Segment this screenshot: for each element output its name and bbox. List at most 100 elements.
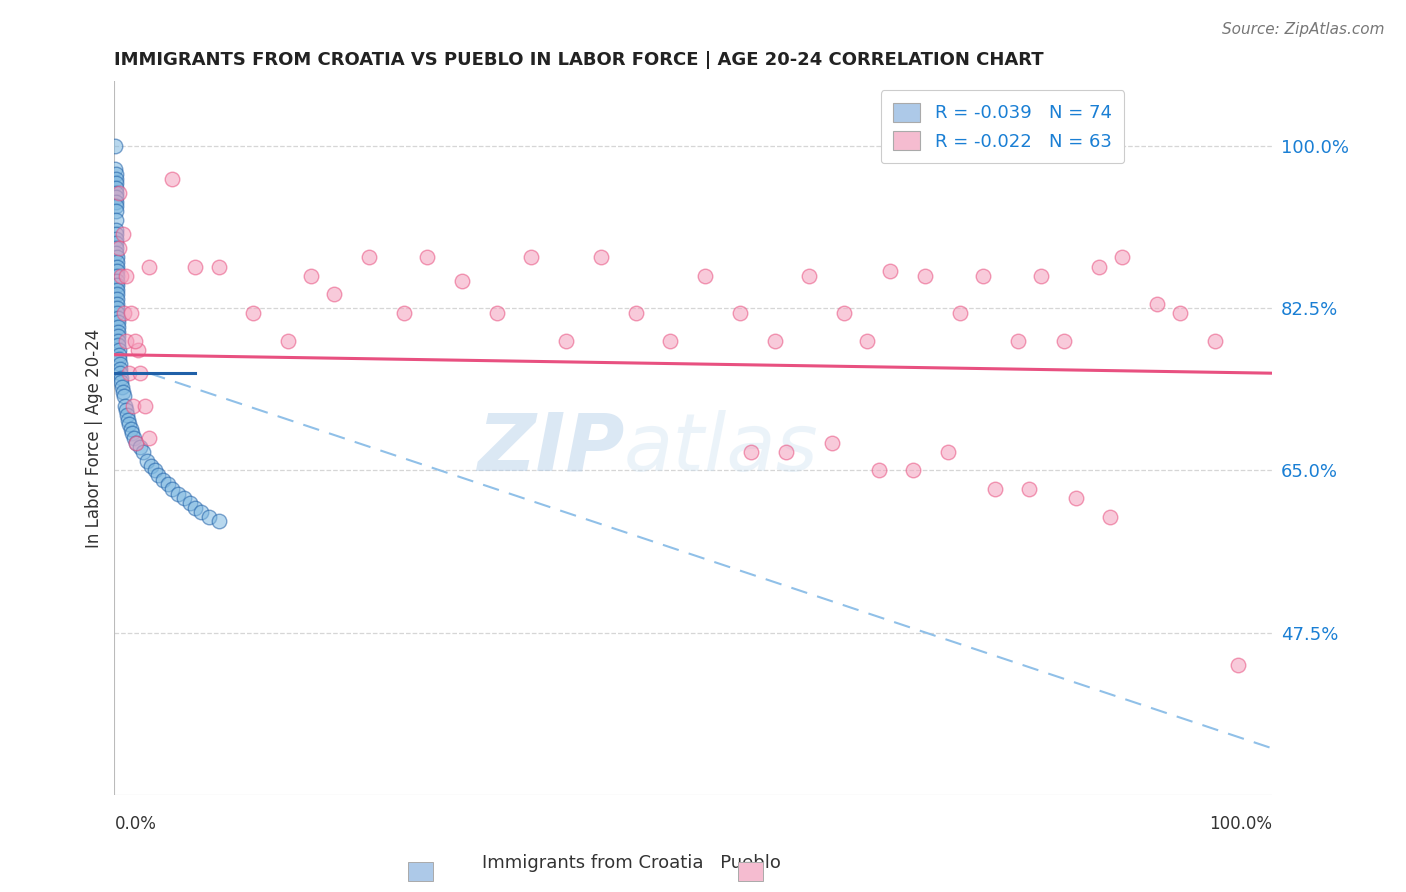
Point <box>152 473 174 487</box>
Point <box>105 296 128 310</box>
Point <box>108 352 131 367</box>
Point <box>104 186 127 200</box>
Point <box>108 357 131 371</box>
Point <box>112 389 135 403</box>
Point <box>1168 306 1191 320</box>
Point <box>118 417 141 432</box>
Text: Source: ZipAtlas.com: Source: ZipAtlas.com <box>1222 22 1385 37</box>
Point <box>107 306 129 320</box>
Point <box>111 227 134 242</box>
Point <box>162 171 184 186</box>
Point <box>208 515 231 529</box>
Point <box>173 491 195 506</box>
Point <box>105 278 128 293</box>
Point <box>128 366 150 380</box>
Point <box>107 319 129 334</box>
Point <box>520 251 543 265</box>
Text: ZIP: ZIP <box>477 409 624 488</box>
Point <box>105 255 128 269</box>
Point <box>1018 482 1040 496</box>
Point <box>115 403 138 417</box>
Point <box>104 181 127 195</box>
Point <box>148 468 170 483</box>
Point <box>1064 491 1087 506</box>
Point <box>132 445 155 459</box>
Point <box>105 274 128 288</box>
Point <box>983 482 1005 496</box>
Point <box>105 241 128 255</box>
Point <box>127 343 149 357</box>
Point <box>105 301 128 316</box>
Point <box>162 482 184 496</box>
Point <box>105 264 128 278</box>
Point <box>392 306 415 320</box>
Text: 0.0%: 0.0% <box>114 815 156 833</box>
Point <box>121 426 143 441</box>
Point <box>624 306 647 320</box>
Point <box>107 334 129 348</box>
Point <box>104 171 127 186</box>
Point <box>903 463 925 477</box>
Point <box>124 334 146 348</box>
Point <box>105 204 128 219</box>
Point <box>179 496 201 510</box>
Point <box>104 176 127 190</box>
Point <box>1111 251 1133 265</box>
Point <box>416 251 439 265</box>
Point <box>120 422 142 436</box>
Point <box>323 287 346 301</box>
Point <box>108 348 131 362</box>
Point <box>868 463 890 477</box>
Point <box>799 268 821 283</box>
Point <box>1099 509 1122 524</box>
Point <box>104 167 127 181</box>
Point <box>555 334 578 348</box>
Point <box>105 268 128 283</box>
Point <box>128 440 150 454</box>
Point <box>763 334 786 348</box>
Text: 100.0%: 100.0% <box>1209 815 1272 833</box>
Point <box>115 268 138 283</box>
Point <box>107 329 129 343</box>
Point <box>115 408 138 422</box>
Point <box>105 199 128 213</box>
Point <box>659 334 682 348</box>
Point <box>114 399 136 413</box>
Text: atlas: atlas <box>624 409 818 488</box>
Point <box>108 366 131 380</box>
Legend: R = -0.039   N = 74, R = -0.022   N = 63: R = -0.039 N = 74, R = -0.022 N = 63 <box>880 90 1125 163</box>
Point <box>775 445 797 459</box>
Point <box>277 334 299 348</box>
Point <box>156 477 179 491</box>
Point <box>1087 260 1109 274</box>
Point <box>115 334 138 348</box>
Point <box>914 268 936 283</box>
Point <box>105 251 128 265</box>
Text: Immigrants from Croatia: Immigrants from Croatia <box>481 855 703 872</box>
Point <box>299 268 322 283</box>
Point <box>821 435 844 450</box>
Point <box>184 500 207 515</box>
Point <box>110 371 132 385</box>
Point <box>728 306 751 320</box>
Point <box>105 260 128 274</box>
Point <box>111 380 134 394</box>
Point <box>122 431 145 445</box>
Point <box>107 315 129 329</box>
Point <box>879 264 901 278</box>
Point <box>485 306 508 320</box>
Point <box>120 306 142 320</box>
Point <box>125 435 148 450</box>
Point <box>105 213 128 227</box>
Point <box>107 310 129 325</box>
Point <box>450 274 472 288</box>
Text: Pueblo: Pueblo <box>703 855 780 872</box>
Point <box>108 241 131 255</box>
Point <box>134 399 156 413</box>
Point <box>832 306 855 320</box>
Point <box>104 190 127 204</box>
Point <box>107 325 129 339</box>
Point <box>104 139 127 153</box>
Point <box>105 245 128 260</box>
Point <box>589 251 612 265</box>
